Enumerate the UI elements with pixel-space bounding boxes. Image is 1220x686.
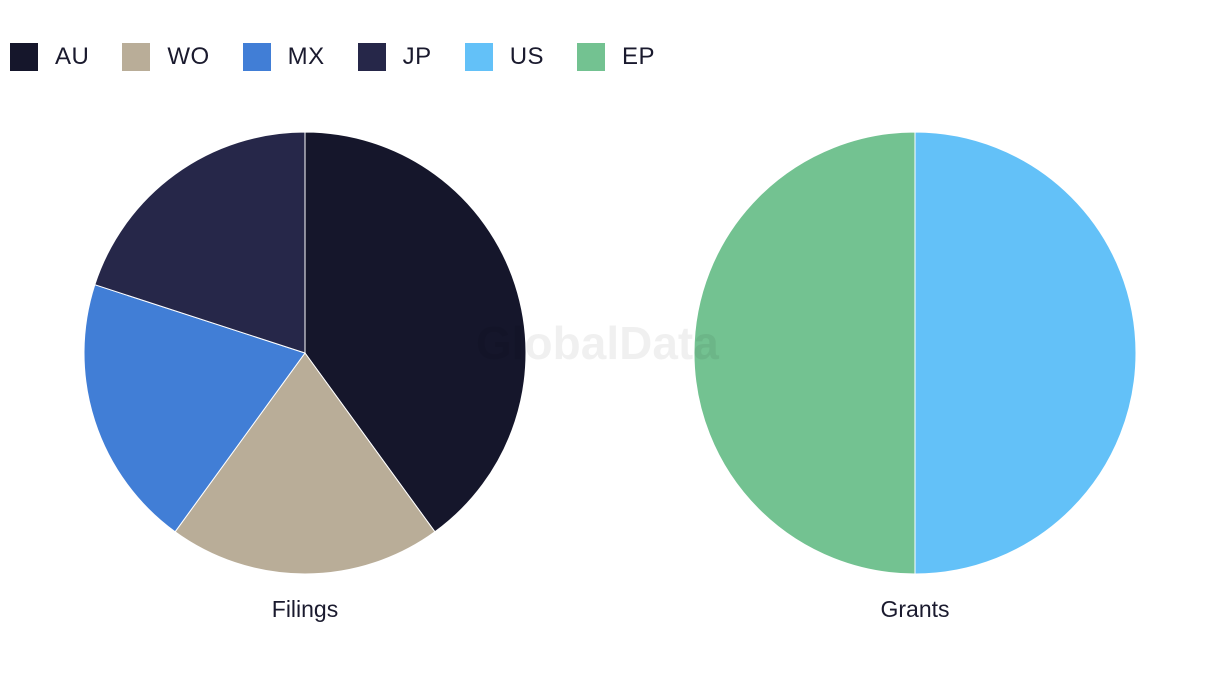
legend-swatch [464, 43, 493, 71]
legend-swatch [577, 43, 606, 71]
pie-slice-ep[interactable] [693, 131, 916, 575]
legend-item-au[interactable]: AU [10, 43, 89, 71]
pie-chart-filings [83, 131, 527, 575]
legend-label: AU [55, 43, 90, 70]
legend-swatch [357, 43, 386, 71]
legend-label: MX [287, 43, 325, 70]
chart-legend: AU WO MX JP US EP [10, 42, 688, 72]
pie-title-grants: Grants [880, 596, 949, 622]
legend-item-wo[interactable]: WO [122, 43, 209, 71]
legend-item-us[interactable]: US [464, 43, 545, 71]
pie-slice-au[interactable] [304, 131, 527, 533]
pie-slice-wo[interactable] [174, 352, 436, 575]
legend-swatch [10, 43, 38, 71]
legend-item-ep[interactable]: EP [577, 43, 655, 71]
legend-label: EP [622, 43, 656, 70]
legend-item-mx[interactable]: MX [242, 43, 325, 71]
pie-title-filings: Filings [272, 596, 338, 622]
pie-slice-jp[interactable] [94, 131, 306, 354]
legend-item-jp[interactable]: JP [357, 43, 432, 71]
legend-label: US [509, 43, 545, 70]
watermark-text: GlobalData [476, 317, 719, 369]
legend-label: WO [167, 43, 210, 70]
pie-chart-grants [693, 131, 1137, 575]
legend-swatch [122, 43, 151, 71]
legend-label: JP [402, 43, 432, 70]
pie-slice-us[interactable] [914, 131, 1137, 575]
pie-slice-mx[interactable] [83, 284, 306, 533]
legend-swatch [242, 43, 271, 71]
